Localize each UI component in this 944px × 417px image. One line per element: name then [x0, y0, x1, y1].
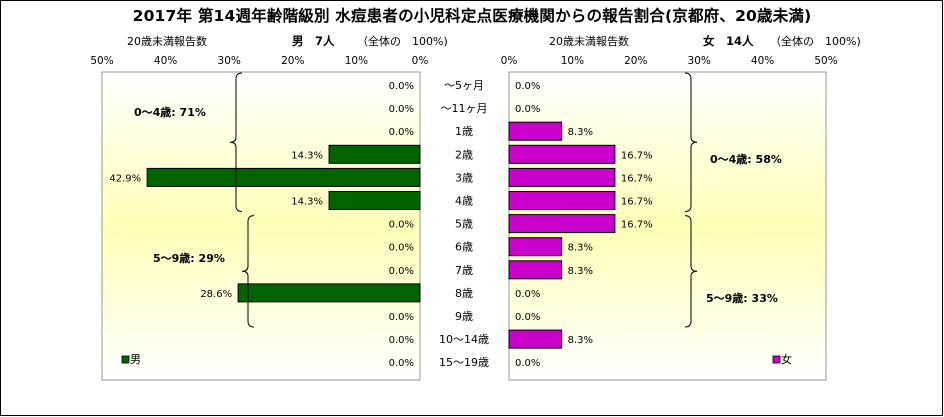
category-label: 2歳: [455, 148, 473, 161]
male-data-label: 42.9%: [109, 173, 141, 184]
female-group-brace: [684, 72, 698, 212]
male-data-label: 0.0%: [389, 243, 414, 254]
female-tick-label: 50%: [814, 55, 837, 67]
male-tick-label: 50%: [90, 55, 113, 67]
female-data-label: 8.3%: [568, 266, 593, 277]
female-bar: [508, 260, 563, 280]
category-label: 8歳: [455, 287, 473, 300]
male-tick-label: 0%: [412, 55, 429, 67]
female-legend-swatch: [772, 355, 781, 364]
male-header: 男 7人: [292, 34, 335, 48]
female-data-label: 16.7%: [621, 197, 653, 208]
male-data-label: 14.3%: [291, 197, 323, 208]
female-tick-label: 30%: [688, 55, 711, 67]
male-header-note: （全体の 100%): [357, 34, 448, 48]
female-header: 女 14人: [703, 34, 754, 48]
male-data-label: 0.0%: [389, 335, 414, 346]
female-group-label: 0～4歳: 58%: [710, 152, 782, 166]
male-tick-label: 30%: [218, 55, 241, 67]
category-label: ～5ヶ月: [444, 79, 484, 92]
category-label: 10～14歳: [439, 333, 489, 346]
male-group-label: 0～4歳: 71%: [134, 105, 206, 119]
plot-area-male: [101, 71, 421, 381]
female-data-label: 0.0%: [515, 312, 540, 323]
category-label: 4歳: [455, 195, 473, 208]
female-header-note: （全体の 100%): [770, 34, 861, 48]
category-label: 6歳: [455, 241, 473, 254]
category-label: 7歳: [455, 264, 473, 277]
male-data-label: 0.0%: [389, 220, 414, 231]
female-data-label: 0.0%: [515, 289, 540, 300]
male-legend-swatch: [121, 355, 130, 364]
female-data-label: 8.3%: [568, 243, 593, 254]
male-tick-label: 20%: [281, 55, 304, 67]
female-bar: [508, 167, 616, 187]
male-bar: [328, 191, 421, 210]
female-axis-title: 20歳未満報告数: [549, 35, 629, 48]
female-data-label: 0.0%: [515, 104, 540, 115]
female-bar: [508, 329, 563, 349]
male-group-brace: [229, 72, 243, 212]
male-tick-label: 10%: [345, 55, 368, 67]
male-data-label: 0.0%: [389, 104, 414, 115]
male-bar: [328, 144, 421, 164]
male-data-label: 28.6%: [200, 289, 232, 300]
male-bar: [146, 167, 421, 187]
chart-title: 2017年 第14週年齢階級別 水痘患者の小児科定点医療機関からの報告割合(京都…: [132, 7, 812, 25]
female-bar: [508, 237, 563, 257]
category-label: ～11ヶ月: [441, 102, 488, 115]
female-bar: [508, 191, 616, 210]
female-bar: [508, 121, 563, 141]
male-axis-title: 20歳未満報告数: [127, 35, 207, 48]
female-tick-label: 20%: [624, 55, 647, 67]
category-label: 9歳: [455, 310, 473, 323]
male-data-label: 0.0%: [389, 127, 414, 138]
female-data-label: 8.3%: [568, 335, 593, 346]
male-tick-label: 40%: [154, 55, 177, 67]
female-data-label: 0.0%: [515, 81, 540, 92]
female-group-label: 5～9歳: 33%: [706, 291, 778, 305]
male-data-label: 0.0%: [389, 358, 414, 369]
female-data-label: 8.3%: [568, 127, 593, 138]
male-bar: [237, 283, 421, 303]
male-group-label: 5～9歳: 29%: [153, 251, 225, 265]
female-bar: [508, 144, 616, 164]
female-data-label: 16.7%: [621, 173, 653, 184]
female-bar: [508, 214, 616, 234]
category-label: 3歳: [455, 171, 473, 184]
category-label: 1歳: [455, 125, 473, 138]
male-data-label: 14.3%: [291, 150, 323, 161]
category-label: 5歳: [455, 218, 473, 231]
female-data-label: 0.0%: [515, 358, 540, 369]
category-label: 15～19歳: [439, 356, 489, 369]
male-data-label: 0.0%: [389, 266, 414, 277]
male-legend-label: 男: [130, 353, 141, 366]
female-tick-label: 10%: [561, 55, 584, 67]
female-tick-label: 40%: [751, 55, 774, 67]
male-data-label: 0.0%: [389, 312, 414, 323]
female-tick-label: 0%: [501, 55, 518, 67]
female-group-brace: [684, 215, 698, 328]
female-data-label: 16.7%: [621, 220, 653, 231]
male-group-brace: [241, 215, 255, 328]
female-legend-label: 女: [781, 352, 792, 366]
male-data-label: 0.0%: [389, 81, 414, 92]
female-data-label: 16.7%: [621, 150, 653, 161]
